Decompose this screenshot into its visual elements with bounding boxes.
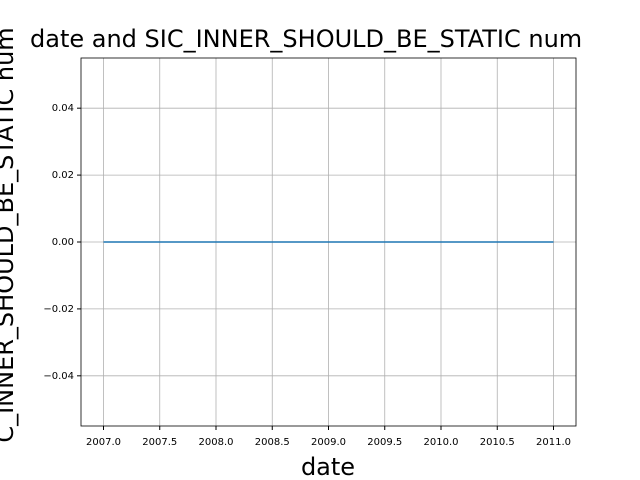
y-tick-label: −0.02: [43, 304, 74, 315]
x-tick-label: 2008.5: [255, 437, 290, 448]
x-tick-label: 2007.5: [142, 437, 177, 448]
x-tick-label: 2011.0: [536, 437, 571, 448]
x-tick-label: 2010.0: [424, 437, 459, 448]
y-axis-label: C_INNER_SHOULD_BE_STATIC num: [0, 27, 19, 442]
x-axis-label: date: [301, 453, 355, 480]
x-tick-label: 2009.0: [311, 437, 346, 448]
y-tick-label: 0.00: [52, 237, 74, 248]
x-tick-label: 2010.5: [480, 437, 515, 448]
y-tick-label: −0.04: [43, 371, 74, 382]
x-tick-label: 2008.0: [199, 437, 234, 448]
x-tick-label: 2009.5: [367, 437, 402, 448]
y-tick-label: 0.02: [52, 170, 74, 181]
x-tick-label: 2007.0: [86, 437, 121, 448]
chart-title: date and SIC_INNER_SHOULD_BE_STATIC num: [30, 25, 582, 53]
y-tick-label: 0.04: [52, 103, 74, 114]
plot-frame: [80, 57, 577, 427]
